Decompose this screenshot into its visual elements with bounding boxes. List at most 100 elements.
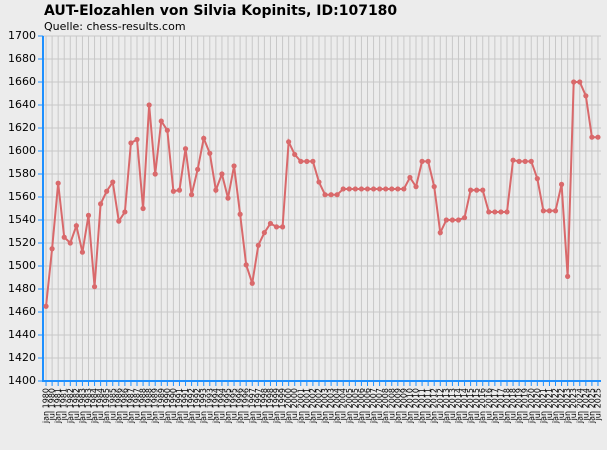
y-tick-label: 1600: [8, 144, 36, 157]
x-tick-label: jul 2010: [412, 388, 421, 421]
data-point: [577, 79, 583, 85]
x-tick-label: jan 1996: [236, 388, 245, 424]
data-point: [407, 174, 413, 181]
y-tick-label: 1500: [8, 259, 36, 272]
chart-title: AUT-Elozahlen von Silvia Kopinits, ID:10…: [44, 3, 397, 19]
y-tick-label: 1640: [8, 98, 36, 111]
data-point: [122, 209, 128, 215]
x-tick-label: jul 1993: [205, 388, 214, 421]
data-point: [395, 186, 401, 192]
x-tick-label: jul 2025: [593, 388, 602, 421]
data-point: [589, 134, 595, 140]
x-tick-label: jan 2023: [563, 388, 572, 424]
data-point: [364, 186, 371, 192]
data-point: [595, 134, 601, 140]
x-tick-label: jan 2004: [333, 388, 342, 424]
x-tick-label: jul 2014: [460, 388, 469, 421]
data-point: [583, 93, 589, 99]
x-tick-label: jul 2022: [557, 388, 566, 421]
x-tick-label: jan 1991: [175, 388, 184, 424]
x-tick-label: jul 1997: [254, 388, 263, 421]
x-tick-label: jan 2020: [527, 388, 536, 424]
x-tick-label: jan 1995: [223, 388, 232, 424]
data-point: [255, 242, 261, 248]
x-tick-label: jan 1980: [42, 388, 51, 424]
x-tick-label: jan 2019: [515, 388, 524, 424]
x-tick-label: jan 2010: [405, 388, 414, 424]
data-point: [383, 186, 389, 192]
x-tick-label: jan 2013: [442, 388, 451, 424]
data-point: [207, 150, 213, 156]
x-tick-label: jul 2009: [399, 388, 408, 421]
data-point: [67, 240, 73, 246]
data-point: [455, 217, 462, 223]
x-tick-label: jul 2018: [509, 388, 518, 421]
x-tick-label: jul 2013: [448, 388, 457, 421]
x-tick-label: jul 1986: [120, 388, 129, 421]
data-point: [225, 195, 231, 201]
x-tick-label: jul 1982: [72, 388, 81, 421]
x-tick-label: jan 1989: [151, 388, 160, 424]
x-tick-label: jul 2019: [521, 388, 530, 421]
data-point: [128, 140, 134, 146]
data-point: [328, 192, 334, 198]
data-point: [370, 186, 377, 192]
data-point: [158, 118, 164, 124]
x-tick-label: jul 1984: [96, 388, 105, 421]
x-tick-label: jan 2016: [478, 388, 487, 424]
data-point: [188, 192, 195, 198]
x-tick-label: jul 2002: [314, 388, 323, 421]
data-point: [201, 135, 207, 141]
data-point: [134, 136, 140, 143]
data-point: [565, 273, 571, 279]
data-point: [140, 205, 146, 212]
data-point: [298, 158, 304, 164]
data-point: [195, 166, 201, 172]
x-tick-label: jan 1988: [139, 388, 148, 424]
y-tick-label: 1440: [8, 328, 36, 341]
y-tick-label: 1480: [8, 282, 36, 295]
data-point: [146, 102, 152, 108]
x-tick-label: jul 1987: [133, 388, 142, 421]
x-tick-label: jan 2001: [296, 388, 305, 424]
data-point: [49, 246, 55, 252]
data-point: [552, 208, 559, 214]
x-tick-label: jul 2004: [339, 388, 348, 421]
data-point: [292, 151, 298, 158]
data-point: [522, 158, 528, 164]
data-point: [322, 192, 328, 198]
data-point: [43, 303, 49, 309]
y-tick-label: 1620: [8, 121, 36, 134]
x-tick-label: jan 1986: [114, 388, 123, 424]
data-point: [249, 280, 255, 286]
x-tick-label: jan 1985: [102, 388, 111, 424]
data-point: [273, 224, 280, 230]
y-tick-label: 1660: [8, 75, 36, 88]
x-tick-label: jul 1980: [48, 388, 57, 421]
x-tick-label: jul 1989: [157, 388, 166, 421]
x-tick-label: jul 2015: [472, 388, 481, 421]
x-tick-label: jan 2025: [587, 388, 596, 424]
data-point: [480, 187, 486, 193]
data-point: [279, 224, 286, 230]
x-tick-label: jan 1990: [163, 388, 172, 424]
data-point: [571, 79, 577, 85]
data-point: [91, 284, 98, 290]
data-point: [116, 218, 122, 224]
x-tick-label: jul 1983: [84, 388, 93, 421]
data-point: [443, 217, 449, 223]
data-point: [164, 127, 170, 133]
x-tick-label: jul 1998: [266, 388, 275, 421]
x-tick-label: jul 2021: [545, 388, 554, 421]
x-tick-label: jan 1992: [187, 388, 196, 424]
data-point: [534, 176, 540, 182]
data-point: [540, 208, 546, 214]
data-point: [334, 192, 340, 198]
x-tick-label: jan 1999: [272, 388, 281, 424]
data-point: [243, 262, 249, 268]
data-point: [98, 201, 104, 207]
data-point: [377, 186, 383, 192]
x-tick-label: jul 2008: [387, 388, 396, 421]
x-tick-label: jan 2012: [430, 388, 439, 424]
